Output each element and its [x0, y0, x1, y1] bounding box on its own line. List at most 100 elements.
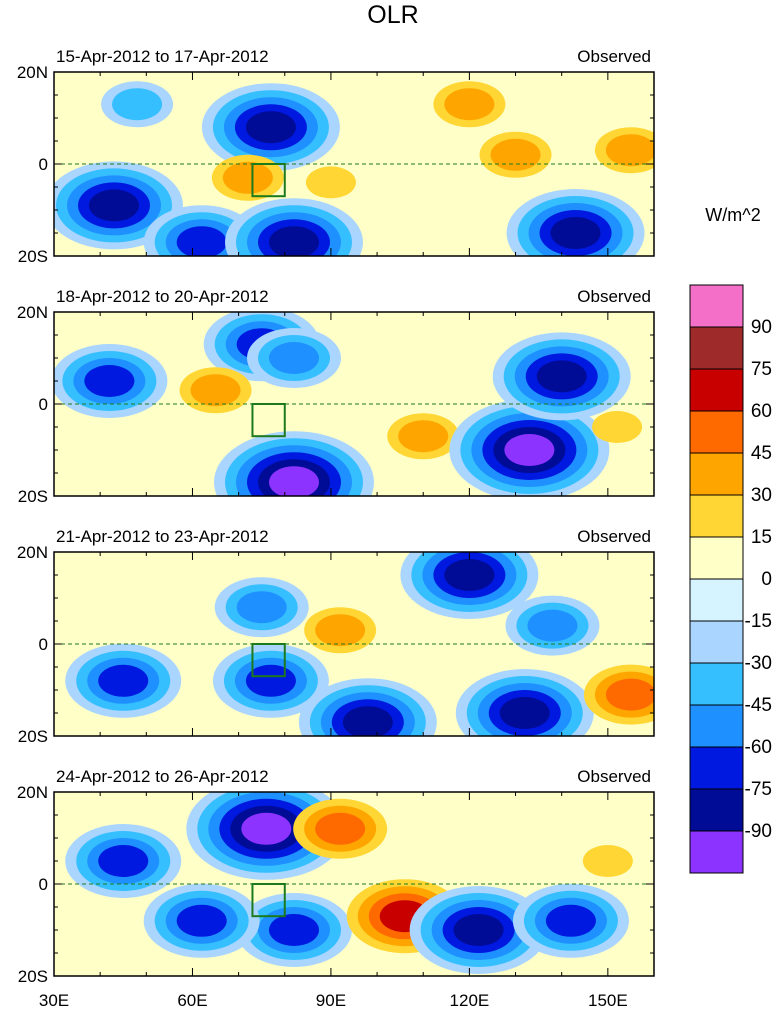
anomaly-contour [84, 365, 135, 397]
y-tick-label: 20N [17, 543, 48, 562]
colorbar-swatch [689, 620, 744, 664]
colorbar-level-label: -90 [745, 821, 772, 842]
colorbar: W/m^2 90 75 60 45 30 15 0 -15 -30 -45 -60 -75 -90 [689, 205, 772, 874]
anomaly-contour [222, 161, 273, 194]
colorbar-level-label: 90 [751, 317, 772, 338]
colorbar-swatch [689, 326, 744, 370]
anomaly-contour [269, 226, 319, 256]
anomaly-contour [550, 217, 601, 249]
y-tick-label: 0 [39, 875, 48, 894]
colorbar-swatch [689, 704, 744, 748]
colorbar-level-label: -30 [745, 653, 772, 674]
x-tick-label: 30E [39, 991, 69, 1010]
colorbar-level-label: 60 [751, 401, 772, 422]
anomaly-contour [269, 466, 319, 496]
colorbar-swatch [689, 788, 744, 832]
y-tick-label: 20S [18, 487, 48, 506]
figure-title: OLR [367, 1, 418, 29]
colorbar-level-label: 0 [761, 569, 772, 590]
study-box [251, 643, 286, 678]
panel-tag-label: Observed [577, 527, 651, 546]
study-box [251, 403, 286, 438]
anomaly-contour [269, 914, 319, 946]
x-tick-label: 150E [588, 991, 628, 1010]
panel-4: 20N 0 20S 24-Apr-2012 to 26-Apr-2012 Observe… [17, 767, 655, 986]
anomaly-contour [545, 904, 596, 937]
panel-3: 20N 0 20S 21-Apr-2012 to 23-Apr-2012 Observe… [17, 527, 655, 746]
anomaly-contour [236, 591, 287, 624]
x-tick-label: 120E [450, 991, 490, 1010]
panel-tag-label: Observed [577, 287, 651, 306]
anomaly-field [54, 312, 654, 496]
y-tick-label: 20S [18, 247, 48, 266]
anomaly-field [54, 552, 654, 736]
colorbar-swatch [689, 746, 744, 790]
colorbar-swatch [689, 368, 744, 412]
anomaly-contour [605, 134, 654, 167]
anomaly-contour [305, 166, 356, 199]
anomaly-contour [582, 845, 633, 877]
anomaly-contour [241, 812, 292, 845]
anomaly-contour [605, 678, 654, 711]
x-tick-label: 60E [177, 991, 207, 1010]
colorbar-level-label: 15 [751, 527, 772, 548]
x-tick-label: 90E [316, 991, 346, 1010]
colorbar-swatch [689, 284, 744, 328]
anomaly-contour [499, 697, 550, 729]
anomaly-contour [398, 420, 449, 453]
anomaly-contour [176, 226, 227, 256]
y-tick-label: 0 [39, 155, 48, 174]
anomaly-contour [490, 138, 541, 171]
colorbar-level-label: -15 [745, 611, 772, 632]
y-tick-label: 20N [17, 783, 48, 802]
anomaly-contour [245, 111, 296, 144]
colorbar-swatch [689, 452, 744, 496]
anomaly-contour [592, 411, 643, 443]
anomaly-contour [342, 706, 393, 736]
colorbar-swatch [689, 494, 744, 538]
panel-period-label: 18-Apr-2012 to 20-Apr-2012 [56, 287, 269, 306]
y-tick-label: 20N [17, 63, 48, 82]
y-tick-label: 20S [18, 967, 48, 986]
colorbar-swatch [689, 536, 744, 580]
anomaly-contour [453, 914, 504, 946]
colorbar-units-label: W/m^2 [705, 205, 760, 225]
colorbar-level-label: 30 [751, 485, 772, 506]
y-tick-label: 20S [18, 727, 48, 746]
anomaly-contour [315, 812, 366, 845]
colorbar-level-label: -75 [745, 779, 772, 800]
anomaly-contour [98, 664, 149, 697]
study-box [251, 163, 286, 198]
anomaly-contour [190, 374, 241, 407]
anomaly-contour [112, 88, 163, 121]
anomaly-contour [269, 342, 319, 374]
panel-tag-label: Observed [577, 47, 651, 66]
colorbar-swatch [689, 662, 744, 706]
panels-layer: 20N 0 20S 15-Apr-2012 to 17-Apr-2012 Observe… [17, 47, 655, 986]
anomaly-contour [536, 360, 587, 393]
anomaly-field [54, 72, 654, 256]
colorbar-level-label: 45 [751, 443, 772, 464]
y-tick-label: 20N [17, 303, 48, 322]
y-tick-label: 0 [39, 395, 48, 414]
colorbar-swatch [689, 830, 744, 874]
panel-tag-label: Observed [577, 767, 651, 786]
panel-period-label: 21-Apr-2012 to 23-Apr-2012 [56, 527, 269, 546]
anomaly-field [54, 792, 654, 976]
anomaly-contour [504, 434, 555, 466]
study-box [251, 883, 286, 918]
y-tick-label: 0 [39, 635, 48, 654]
anomaly-contour [315, 614, 366, 647]
panel-period-label: 15-Apr-2012 to 17-Apr-2012 [56, 47, 269, 66]
anomaly-contour [444, 88, 495, 121]
anomaly-contour [527, 609, 578, 642]
colorbar-level-label: 75 [751, 359, 772, 380]
x-axis-labels: 30E 60E 90E 120E 150E [39, 991, 628, 1010]
anomaly-contour [245, 664, 296, 697]
colorbar-level-label: -60 [745, 737, 772, 758]
panel-2: 20N 0 20S 18-Apr-2012 to 20-Apr-2012 Observe… [17, 287, 655, 506]
panel-period-label: 24-Apr-2012 to 26-Apr-2012 [56, 767, 269, 786]
anomaly-contour [176, 904, 227, 937]
anomaly-contour [444, 559, 495, 591]
